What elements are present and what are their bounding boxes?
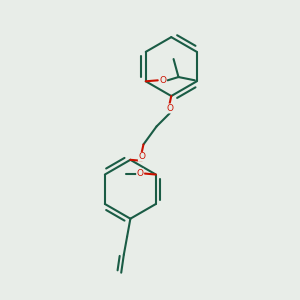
Text: O: O <box>137 169 144 178</box>
Text: O: O <box>159 76 166 85</box>
Text: O: O <box>138 152 145 161</box>
Text: O: O <box>166 104 173 113</box>
